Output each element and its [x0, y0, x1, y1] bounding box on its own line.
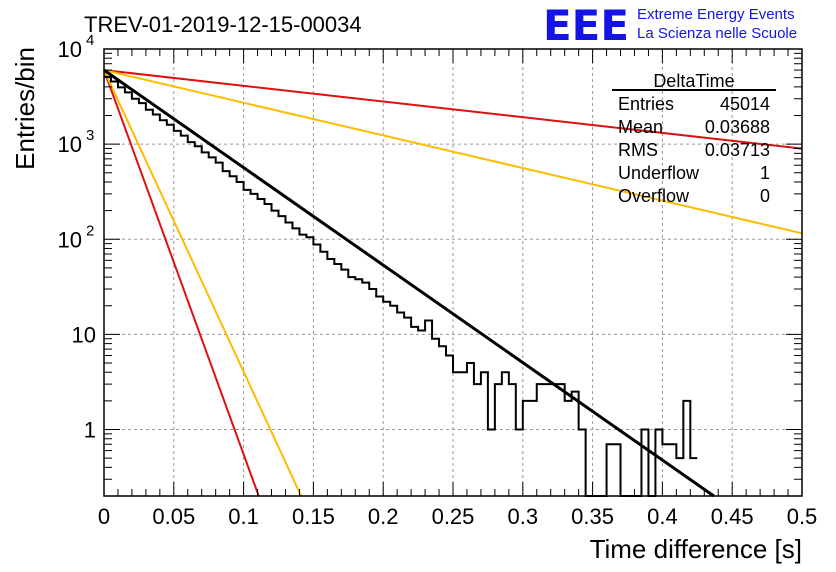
stats-value-rms: 0.03713: [705, 140, 770, 160]
stats-value-underflow: 1: [760, 163, 770, 183]
x-tick-label: 0.1: [228, 504, 259, 529]
fit-line-0: [103, 68, 715, 498]
axes: [103, 48, 803, 497]
stats-value-overflow: 0: [760, 186, 770, 206]
x-tick-labels: 0 0.05 0.1 0.15 0.2 0.25 0.3 0.35 0.4 0.45 0.5: [98, 504, 817, 529]
stats-label-mean: Mean: [618, 117, 663, 137]
fit-line-main: [103, 68, 715, 498]
x-tick-label: 0.5: [787, 504, 818, 529]
x-tick-label: 0.2: [368, 504, 399, 529]
svg-text:10: 10: [72, 322, 96, 347]
stats-value-mean: 0.03688: [705, 117, 770, 137]
x-tick-label: 0.05: [152, 504, 195, 529]
histogram-line: [104, 75, 698, 497]
svg-text:4: 4: [86, 32, 94, 49]
stats-title: DeltaTime: [653, 71, 734, 91]
y-tick-label: 10 3: [58, 127, 95, 157]
x-tick-label: 0.4: [647, 504, 678, 529]
chart-title: TREV-01-2019-12-15-00034: [84, 12, 362, 37]
y-tick-label: 10: [72, 322, 96, 347]
stats-label-underflow: Underflow: [618, 163, 700, 183]
y-tick-label: 1: [84, 418, 96, 443]
grid-lines: [104, 49, 802, 496]
svg-text:10: 10: [58, 37, 82, 62]
eee-logo-line2: La Scienza nelle Scuole: [637, 25, 797, 42]
svg-text:2: 2: [86, 222, 94, 239]
x-tick-label: 0: [98, 504, 110, 529]
stats-label-entries: Entries: [618, 94, 674, 114]
x-tick-label: 0.25: [432, 504, 475, 529]
fit-line-3: [103, 69, 260, 497]
eee-logo: EEE Extreme Energy Events La Scienza nel…: [543, 1, 797, 50]
fit-lines-background: [103, 69, 803, 497]
svg-text:1: 1: [84, 418, 96, 443]
histogram-steps: [104, 75, 698, 497]
fit-line-2: [103, 69, 803, 235]
x-tick-label: 0.3: [508, 504, 539, 529]
svg-text:10: 10: [58, 132, 82, 157]
y-axis-label: Entries/bin: [10, 47, 40, 170]
fit-line-1: [103, 69, 803, 150]
x-tick-label: 0.45: [711, 504, 754, 529]
stats-label-overflow: Overflow: [618, 186, 690, 206]
x-axis-label: Time difference [s]: [590, 534, 802, 564]
svg-text:10: 10: [58, 227, 82, 252]
svg-text:3: 3: [86, 127, 94, 144]
stats-value-entries: 45014: [720, 94, 770, 114]
x-tick-label: 0.35: [571, 504, 614, 529]
eee-logo-line1: Extreme Energy Events: [637, 6, 795, 23]
stats-label-rms: RMS: [618, 140, 658, 160]
eee-logo-mark: EEE: [543, 1, 629, 50]
x-tick-label: 0.15: [292, 504, 335, 529]
y-tick-label: 10 4: [58, 32, 95, 62]
fit-line-4: [103, 69, 303, 497]
stats-box: DeltaTime Entries 45014 Mean 0.03688 RMS…: [612, 71, 776, 206]
y-tick-label: 10 2: [58, 222, 95, 252]
